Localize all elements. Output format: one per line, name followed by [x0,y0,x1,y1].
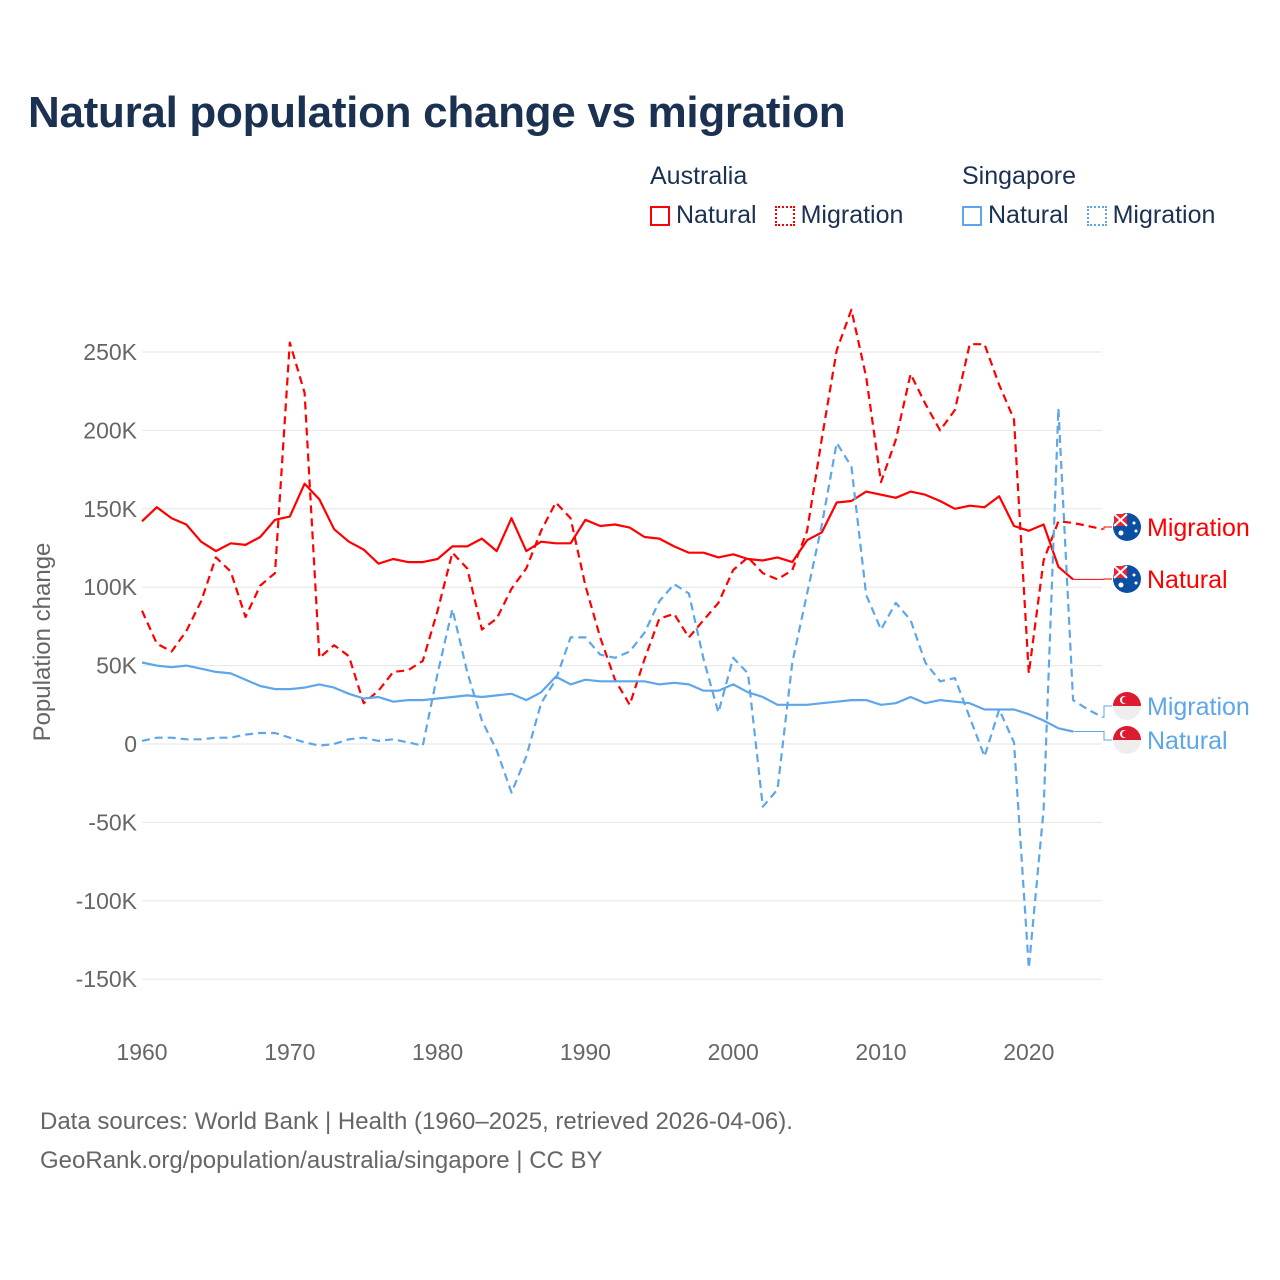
series-line-singapore-natural[interactable] [141,661,1074,733]
label-connector [1102,526,1112,530]
y-tick-label: 200K [83,417,137,443]
singapore-flag-icon [1113,692,1141,720]
end-label: Migration [1147,693,1250,721]
x-tick-label: 2010 [855,1039,906,1065]
x-tick-label: 2020 [1003,1039,1054,1065]
legend-label: Migration [1112,201,1216,229]
end-label: Natural [1147,566,1228,594]
legend-heading: Australia [650,162,748,190]
source-note: Data sources: World Bank | Health (1960–… [40,1108,793,1135]
legend-item-singapore-natural[interactable]: Natural [962,201,1069,230]
y-tick-label: 0 [124,731,137,757]
chart-title: Natural population change vs migration [28,88,846,137]
solid-swatch-icon [962,205,982,226]
x-tick-label: 1960 [116,1039,167,1065]
y-tick-label: 50K [96,653,138,679]
singapore-flag-icon [1113,726,1141,754]
legend-item-australia-natural[interactable]: Natural [650,201,757,230]
credit-link[interactable]: GeoRank.org/population/australia/singapo… [40,1147,603,1174]
y-tick-label: -150K [76,966,138,992]
legend-group-australia: Australia Natural Migration [650,162,921,230]
end-label: Migration [1147,514,1250,542]
solid-swatch-icon [650,205,670,226]
australia-flag-icon [1113,565,1141,593]
x-tick-label: 1990 [560,1039,611,1065]
end-label: Natural [1147,727,1228,755]
legend-heading: Singapore [962,162,1076,190]
series-line-singapore-migration[interactable] [141,407,1104,970]
y-tick-label: -100K [76,888,138,914]
y-tick-label: 150K [83,496,137,522]
y-tick-label: -50K [88,809,137,835]
x-tick-label: 2000 [708,1039,759,1065]
dotted-swatch-icon [1086,205,1107,226]
dotted-swatch-icon [774,205,795,226]
series-line-australia-migration[interactable] [140,308,1103,706]
series-line-australia-natural[interactable] [141,482,1074,581]
legend-label: Natural [676,201,757,229]
legend-label: Migration [800,201,904,229]
y-axis-label: Population change [29,543,56,742]
label-connector [1073,730,1112,741]
legend-group-singapore: Singapore Natural Migration [962,162,1233,230]
y-tick-label: 100K [83,574,137,600]
legend-label: Natural [988,201,1069,229]
legend-item-singapore-migration[interactable]: Migration [1086,201,1216,230]
y-tick-label: 250K [83,339,137,365]
x-tick-label: 1970 [264,1039,315,1065]
australia-flag-icon [1113,513,1141,541]
legend-item-australia-migration[interactable]: Migration [774,201,904,230]
label-connector [1102,705,1112,718]
x-tick-label: 1980 [412,1039,463,1065]
